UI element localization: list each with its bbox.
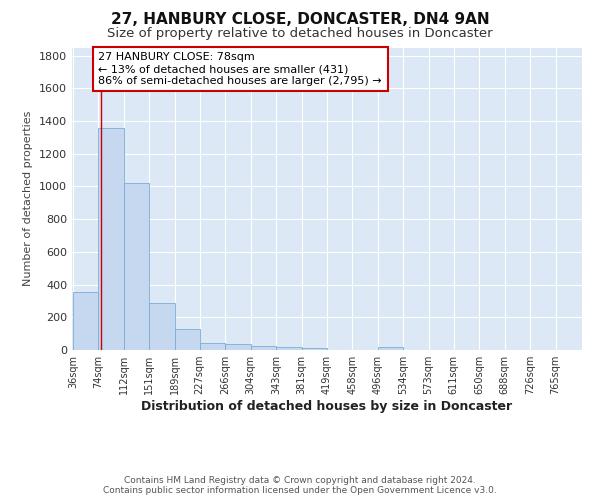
Text: Size of property relative to detached houses in Doncaster: Size of property relative to detached ho… [107,28,493,40]
Y-axis label: Number of detached properties: Number of detached properties [23,111,34,286]
Bar [226,344,251,350]
Bar [251,346,277,350]
Text: 27, HANBURY CLOSE, DONCASTER, DN4 9AN: 27, HANBURY CLOSE, DONCASTER, DN4 9AN [110,12,490,28]
Bar [302,348,326,350]
Bar [73,292,98,350]
Bar [98,128,124,350]
Bar [200,344,226,350]
Text: Contains HM Land Registry data © Crown copyright and database right 2024.
Contai: Contains HM Land Registry data © Crown c… [103,476,497,495]
Text: 27 HANBURY CLOSE: 78sqm
← 13% of detached houses are smaller (431)
86% of semi-d: 27 HANBURY CLOSE: 78sqm ← 13% of detache… [98,52,382,86]
Bar [175,328,200,350]
X-axis label: Distribution of detached houses by size in Doncaster: Distribution of detached houses by size … [142,400,512,413]
Bar [277,346,302,350]
Bar [124,183,149,350]
Bar [377,346,403,350]
Bar [149,302,175,350]
